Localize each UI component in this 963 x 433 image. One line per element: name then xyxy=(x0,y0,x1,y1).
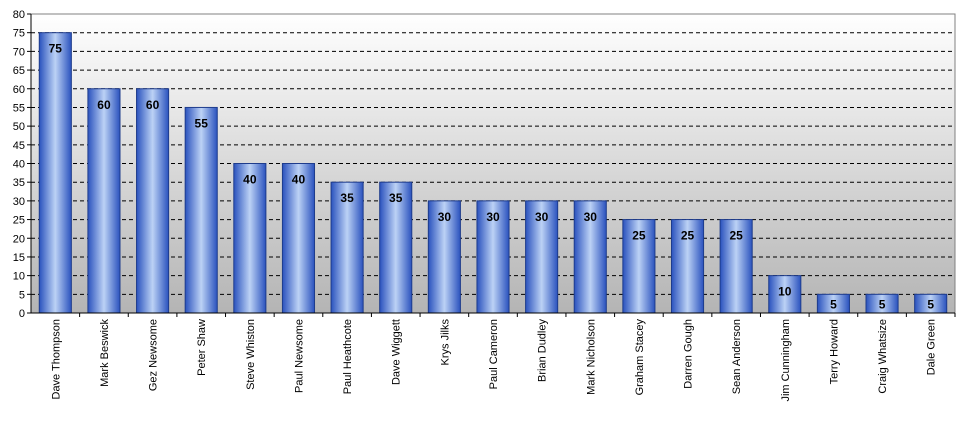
y-tick-label: 10 xyxy=(13,271,25,283)
y-tick-label: 70 xyxy=(13,46,25,58)
y-tick-label: 65 xyxy=(13,65,25,77)
bar-jim-cunningham xyxy=(768,275,802,314)
x-category-label: Craig Whatsize xyxy=(877,319,889,394)
y-tick-label: 80 xyxy=(13,9,25,21)
x-category-label: Dave Wiggett xyxy=(391,319,403,385)
y-tick-label: 45 xyxy=(13,140,25,152)
data-label: 35 xyxy=(389,191,403,205)
data-label: 55 xyxy=(195,116,209,130)
y-tick-label: 0 xyxy=(19,308,25,320)
x-category-label: Mark Beswick xyxy=(99,319,111,387)
data-label: 5 xyxy=(830,298,837,312)
bar-dave-thompson xyxy=(38,32,72,314)
data-label: 40 xyxy=(243,173,257,187)
x-category-label: Paul Newsome xyxy=(293,319,305,393)
y-tick-label: 30 xyxy=(13,196,25,208)
bar-sean-anderson xyxy=(719,219,753,314)
x-category-label: Gez Newsome xyxy=(148,319,160,391)
bar-dave-wiggett xyxy=(379,181,413,314)
data-label: 60 xyxy=(146,98,160,112)
bar-paul-heathcote xyxy=(330,181,364,314)
y-tick-label: 35 xyxy=(13,177,25,189)
x-category-label: Terry Howard xyxy=(828,319,840,384)
x-category-label: Steve Whiston xyxy=(245,319,257,390)
bar-darren-gough xyxy=(670,219,705,314)
data-label: 30 xyxy=(584,210,598,224)
y-tick-label: 25 xyxy=(13,215,25,227)
bar-graham-stacey xyxy=(622,219,656,314)
data-label: 25 xyxy=(729,229,743,243)
x-category-label: Peter Shaw xyxy=(196,319,208,376)
bar-peter-shaw xyxy=(184,106,218,314)
bar-krys-jilks xyxy=(427,200,461,314)
x-category-label: Dave Thompson xyxy=(50,319,62,400)
y-tick-label: 20 xyxy=(13,233,25,245)
data-label: 40 xyxy=(292,173,306,187)
x-category-label: Brian Dudley xyxy=(537,319,549,382)
y-tick-label: 55 xyxy=(13,102,25,114)
x-category-label: Sean Anderson xyxy=(731,319,743,394)
bar-paul-cameron xyxy=(476,200,510,314)
y-tick-label: 75 xyxy=(13,28,25,40)
data-label: 25 xyxy=(681,229,695,243)
data-label: 25 xyxy=(632,229,646,243)
data-label: 75 xyxy=(49,42,63,56)
data-label: 35 xyxy=(340,191,354,205)
y-tick-label: 60 xyxy=(13,84,25,96)
data-label: 10 xyxy=(778,285,792,299)
y-tick-label: 15 xyxy=(13,252,25,264)
bar-paul-newsome xyxy=(281,163,316,314)
y-tick-label: 5 xyxy=(19,289,25,301)
x-category-label: Graham Stacey xyxy=(634,319,646,396)
x-category-label: Dale Green xyxy=(926,319,938,375)
y-tick-label: 40 xyxy=(13,159,25,171)
x-category-label: Mark Nicholson xyxy=(585,319,597,395)
bar-steve-whiston xyxy=(233,163,267,314)
x-category-label: Krys Jilks xyxy=(439,319,451,366)
x-category-label: Paul Heathcote xyxy=(342,319,354,394)
y-tick-label: 50 xyxy=(13,121,25,133)
data-label: 30 xyxy=(535,210,549,224)
data-label: 30 xyxy=(486,210,500,224)
data-label: 5 xyxy=(927,298,934,312)
data-label: 60 xyxy=(97,98,111,112)
bar-mark-nicholson xyxy=(573,200,607,314)
bar-mark-beswick xyxy=(87,88,121,314)
x-category-label: Jim Cunningham xyxy=(780,319,792,402)
x-category-label: Darren Gough xyxy=(683,319,695,389)
data-label: 5 xyxy=(879,298,886,312)
data-label: 30 xyxy=(438,210,452,224)
x-category-label: Paul Cameron xyxy=(488,319,500,389)
bar-gez-newsome xyxy=(136,88,170,314)
bars xyxy=(38,32,948,314)
bar-brian-dudley xyxy=(525,200,559,314)
